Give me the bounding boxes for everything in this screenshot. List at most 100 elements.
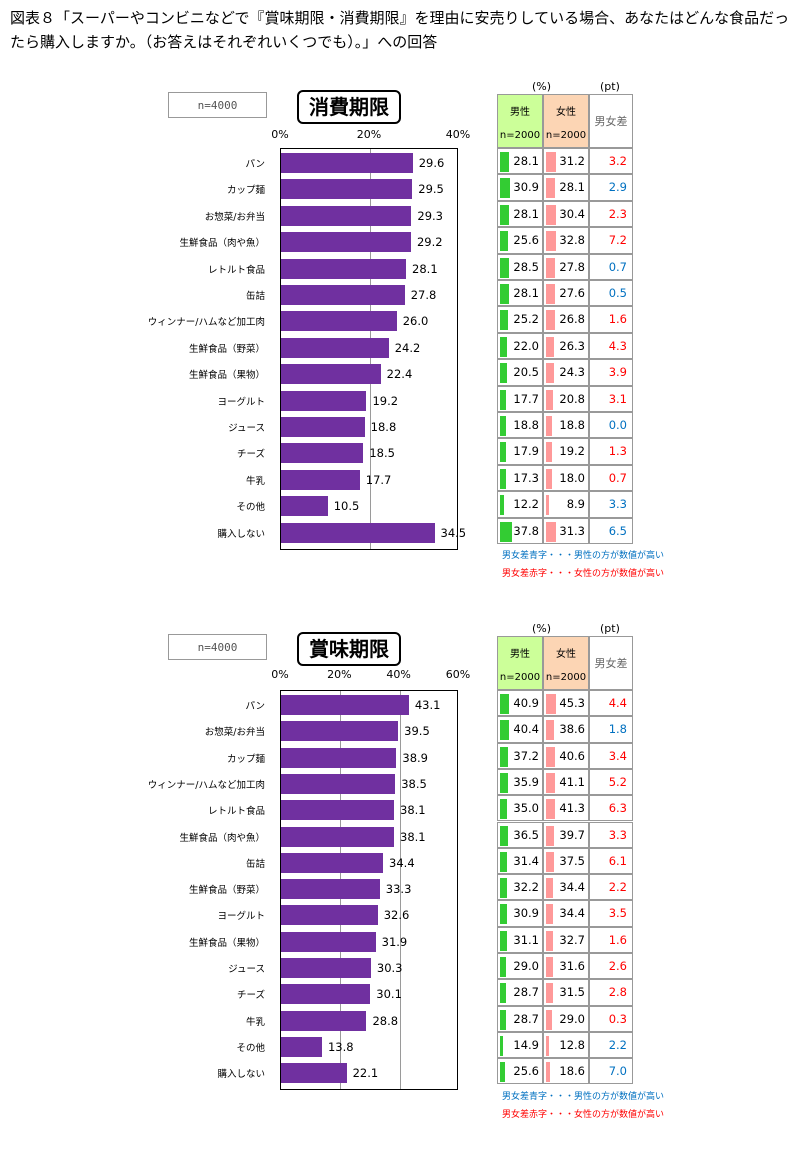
bar (281, 852, 384, 873)
female-value: 41.3 (559, 801, 585, 816)
female-value: 29.0 (559, 1011, 585, 1026)
female-value: 32.7 (559, 932, 585, 947)
female-bar (546, 231, 557, 252)
axis-tick-label: 40% (386, 668, 411, 681)
male-cell: 28.1 (497, 200, 543, 228)
category-label: 購入しない (217, 528, 265, 540)
diff-value: 2.3 (608, 206, 627, 221)
diff-cell: 4.4 (589, 690, 633, 717)
female-bar (546, 178, 555, 199)
diff-cell: 6.5 (589, 517, 633, 544)
male-cell: 31.4 (497, 847, 543, 875)
female-value: 37.5 (559, 853, 585, 868)
bar (281, 1010, 367, 1031)
male-cell: 18.8 (497, 412, 543, 439)
diff-cell: 2.8 (589, 979, 633, 1006)
male-value: 31.4 (513, 853, 539, 868)
axis-tick-label: 20% (327, 668, 352, 681)
female-header-n: n=2000 (545, 672, 587, 683)
male-cell: 14.9 (497, 1031, 543, 1059)
female-value: 32.8 (559, 233, 585, 248)
female-bar (546, 389, 553, 410)
male-cell: 28.5 (497, 253, 543, 280)
data-label: 39.5 (404, 724, 430, 739)
male-value: 30.9 (513, 906, 539, 921)
bar (281, 1036, 322, 1057)
female-cell: 34.4 (543, 900, 589, 927)
data-label: 30.3 (376, 961, 403, 975)
female-value: 28.1 (559, 180, 585, 195)
male-value: 37.8 (513, 523, 539, 538)
female-cell: 37.5 (543, 847, 589, 875)
diff-value: 0.7 (608, 470, 627, 485)
female-cell: 45.3 (543, 690, 589, 717)
female-bar (546, 904, 554, 925)
bar (281, 826, 395, 847)
male-bar (500, 204, 509, 225)
diff-value: 7.0 (608, 1064, 627, 1079)
male-cell: 32.2 (497, 874, 543, 901)
gridline (399, 691, 401, 1089)
male-cell: 30.9 (497, 174, 543, 201)
data-label: 28.1 (412, 261, 438, 276)
male-cell: 25.2 (497, 306, 543, 333)
diff-value: 2.8 (608, 985, 627, 1000)
diff-value: 1.6 (608, 932, 627, 947)
male-value: 32.2 (513, 880, 539, 895)
female-bar (546, 930, 553, 951)
category-label: ウィンナー/ハムなど加工肉 (147, 779, 265, 791)
male-bar (500, 468, 506, 489)
diff-value: 0.3 (608, 1011, 627, 1026)
page-title: 図表８「スーパーやコンビニなどで『賞味期限・消費期限』を理由に安売りしている場合… (10, 9, 790, 51)
female-cell: 41.3 (543, 795, 589, 822)
data-label: 18.8 (370, 420, 397, 434)
male-bar (500, 720, 509, 741)
data-label: 10.5 (333, 499, 360, 514)
diff-cell: 0.3 (589, 1005, 633, 1032)
note-red: 男女差赤字・・・女性の方が数値が高い (502, 1109, 665, 1120)
female-value: 31.2 (559, 154, 585, 168)
bar (281, 958, 371, 978)
male-value: 28.7 (513, 985, 539, 1000)
female-cell: 26.3 (543, 332, 589, 360)
female-value: 26.8 (559, 312, 585, 327)
female-cell: 31.3 (543, 517, 589, 544)
diff-cell: 5.2 (589, 768, 633, 796)
male-value: 28.7 (513, 1011, 539, 1026)
data-label: 19.2 (372, 393, 399, 408)
male-header-title: 男性 (510, 649, 530, 660)
male-value: 25.2 (513, 312, 539, 327)
female-value: 31.5 (559, 985, 585, 1000)
category-label: 缶詰 (245, 291, 265, 302)
category-label: レトルト食品 (207, 264, 265, 276)
female-bar (546, 825, 555, 846)
category-label: ウィンナー/ハムなど加工肉 (147, 317, 265, 329)
male-bar (500, 284, 509, 304)
percent-unit: (%) (532, 622, 552, 635)
point-unit: (pt) (600, 622, 620, 635)
category-label: 購入しない (217, 1069, 265, 1081)
data-label: 38.5 (401, 776, 427, 791)
female-bar (546, 442, 553, 463)
bar (281, 800, 395, 821)
bar (281, 879, 380, 900)
diff-cell: 3.3 (589, 821, 633, 848)
diff-cell: 0.5 (589, 280, 633, 307)
female-bar (546, 878, 554, 899)
diff-header: 男女差 (589, 636, 633, 690)
data-label: 29.2 (416, 235, 443, 250)
female-cell: 31.5 (543, 979, 589, 1006)
panel-label: 賞味期限 (297, 632, 401, 666)
male-header-n: n=2000 (499, 130, 541, 141)
data-label: 22.1 (352, 1066, 379, 1081)
bar (281, 984, 371, 1005)
female-cell: 39.7 (543, 821, 589, 848)
bar (281, 311, 397, 332)
male-cell: 17.9 (497, 438, 543, 465)
category-label: 生鮮食品（果物） (188, 937, 265, 949)
male-cell: 28.1 (497, 148, 543, 175)
category-label: チーズ (236, 990, 265, 1002)
data-label: 29.3 (417, 208, 443, 223)
diff-cell: 0.7 (589, 253, 633, 280)
diff-cell: 1.3 (589, 438, 633, 465)
